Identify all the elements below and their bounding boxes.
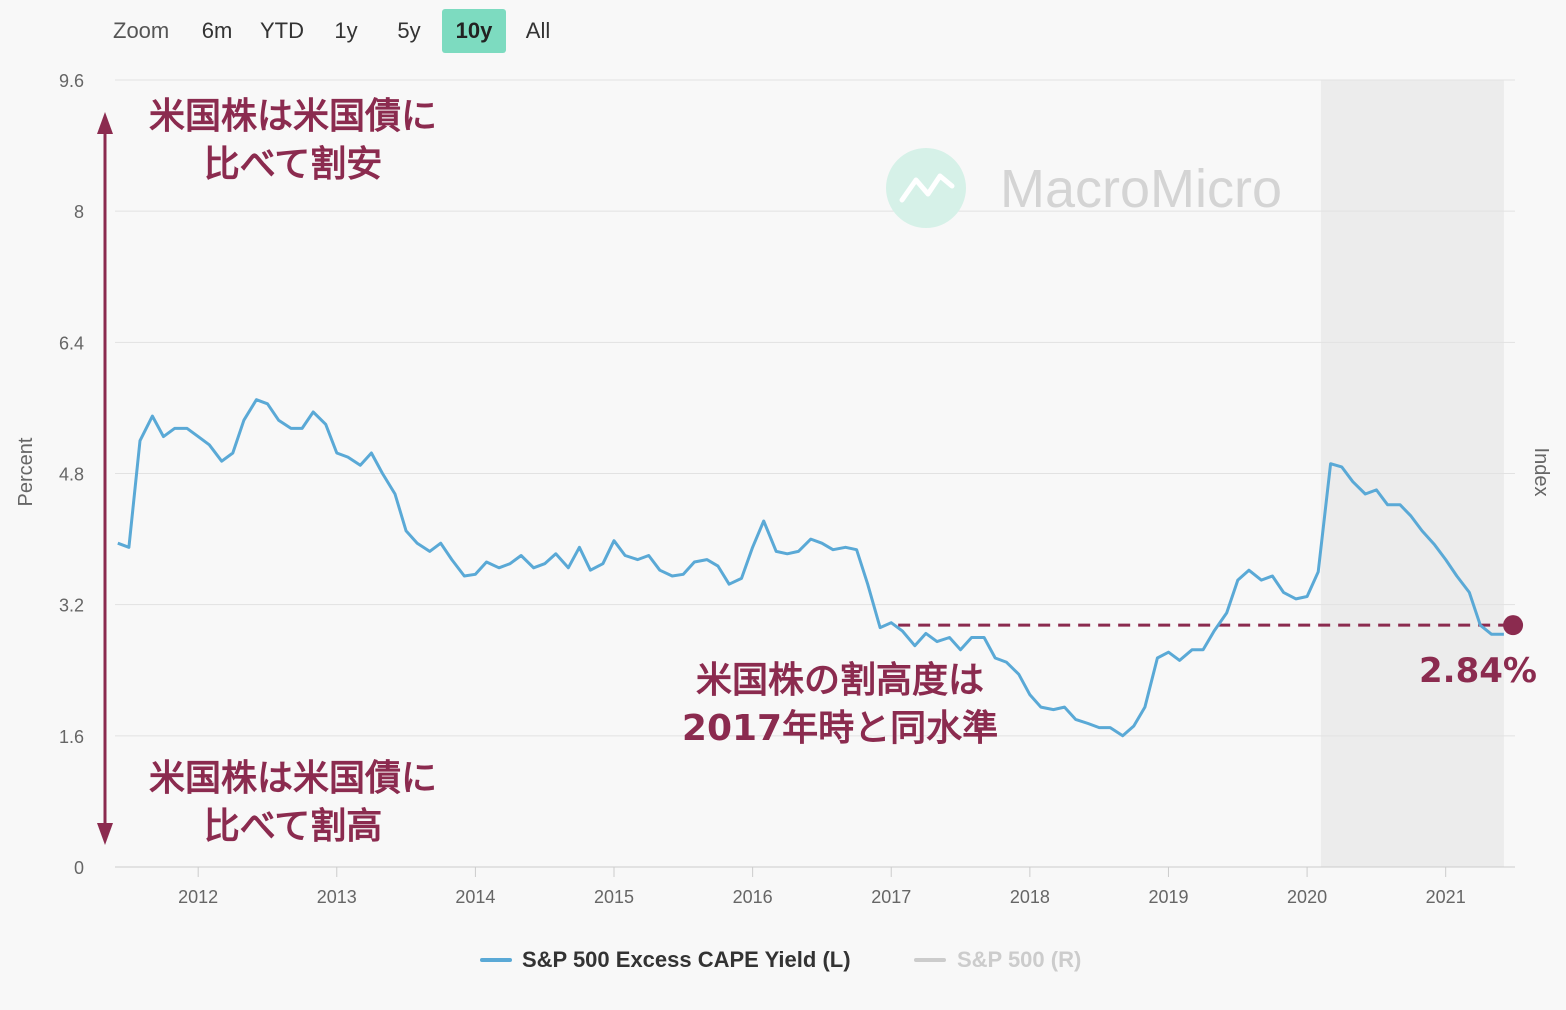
y-tick-label: 9.6 xyxy=(59,71,84,91)
zoom-10y-button[interactable]: 10y xyxy=(442,9,506,53)
x-tick-label: 2017 xyxy=(871,887,911,907)
zoom-6m-button[interactable]: 6m xyxy=(201,18,233,43)
x-tick-label: 2014 xyxy=(455,887,495,907)
annotation-expensive-line2: 比べて割高 xyxy=(204,806,383,847)
x-tick-label: 2016 xyxy=(733,887,773,907)
range-arrow xyxy=(97,112,113,845)
y-tick-label: 4.8 xyxy=(59,465,84,485)
current-value-marker xyxy=(1503,615,1524,636)
x-tick-label: 2019 xyxy=(1148,887,1188,907)
y-tick-label: 1.6 xyxy=(59,727,84,747)
arrow-up-icon xyxy=(97,112,113,134)
y2-axis-title: Index xyxy=(1530,448,1552,497)
range-selector: Zoom 6m YTD 1y 5y 10y All xyxy=(0,0,700,60)
x-tick-label: 2020 xyxy=(1287,887,1327,907)
annotation-expensive-line1: 米国株は米国債に xyxy=(149,758,437,799)
legend-swatch-cape xyxy=(480,958,512,962)
zoom-all-button[interactable]: All xyxy=(525,18,551,43)
watermark-text: MacroMicro xyxy=(1000,159,1282,219)
x-tick-label: 2015 xyxy=(594,887,634,907)
y-axis-title: Percent xyxy=(15,437,37,506)
series-line-excess-cape-yield xyxy=(117,398,1504,738)
annotation-level-line1: 米国株の割高度は xyxy=(696,660,984,701)
watermark-chart-icon xyxy=(899,173,955,203)
legend-item-cape-yield[interactable]: S&P 500 Excess CAPE Yield (L) xyxy=(522,947,851,972)
zoom-5y-button[interactable]: 5y xyxy=(397,18,421,43)
x-tick-label: 2018 xyxy=(1010,887,1050,907)
x-tick-label: 2013 xyxy=(317,887,357,907)
zoom-1y-button[interactable]: 1y xyxy=(334,18,358,43)
zoom-label: Zoom xyxy=(113,18,170,43)
y-tick-label: 0 xyxy=(74,858,84,878)
y-tick-label: 3.2 xyxy=(59,596,84,616)
arrow-down-icon xyxy=(97,823,113,845)
x-tick-label: 2021 xyxy=(1426,887,1466,907)
annotation-cheap-line2: 比べて割安 xyxy=(204,144,383,185)
line-chart: MacroMicro 0 1.6 3.2 4.8 6.4 8 9.6 2012 2013 201… xyxy=(15,71,1552,907)
legend: S&P 500 Excess CAPE Yield (L) S&P 500 (R… xyxy=(0,940,1566,980)
x-tick-label: 2012 xyxy=(178,887,218,907)
y-tick-label: 6.4 xyxy=(59,333,84,353)
annotation-cheap-line1: 米国株は米国債に xyxy=(149,96,437,137)
annotation-level-line2: 2017年時と同水準 xyxy=(682,708,998,749)
current-value-label: 2.84% xyxy=(1419,651,1537,691)
zoom-ytd-button[interactable]: YTD xyxy=(260,18,304,43)
legend-swatch-sp500 xyxy=(914,958,946,962)
watermark: MacroMicro xyxy=(886,148,1282,228)
legend-item-sp500[interactable]: S&P 500 (R) xyxy=(957,947,1082,972)
y-tick-label: 8 xyxy=(74,202,84,222)
